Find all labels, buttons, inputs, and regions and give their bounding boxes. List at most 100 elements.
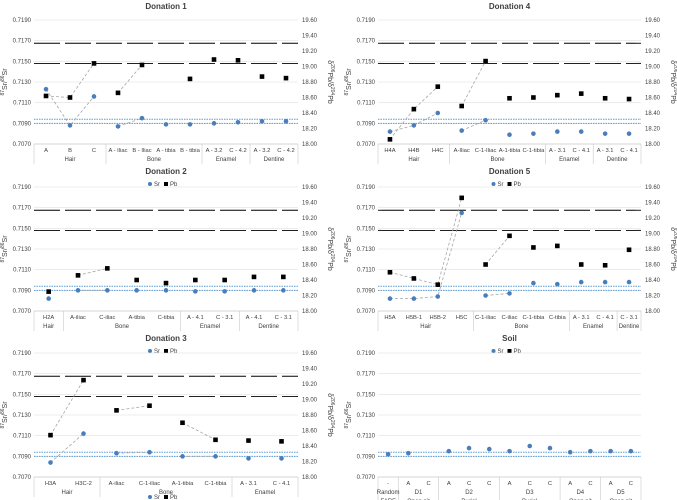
y2-tick-label: 18.20 [645, 294, 661, 300]
x-category-label: C-1-iliac [139, 481, 160, 487]
legend-pb-label: Pb [514, 349, 522, 355]
legend-sr-label: Sr [498, 349, 504, 355]
sr-point [246, 456, 251, 461]
sr-point [283, 118, 289, 124]
sr-point [81, 431, 86, 436]
x-category-label: A - 4.1 [246, 315, 263, 321]
chart-panel-6: Soil 0.7190 0.7170 0.7150 0.7130 0.7110 0.7090… [344, 334, 642, 500]
sr-point [602, 279, 608, 285]
chart-title: Donation 1 [145, 2, 187, 11]
group-label: D2 [465, 490, 473, 496]
chart-title: Donation 2 [145, 167, 187, 176]
pb-point [67, 95, 73, 100]
x-category-label: A - 3.1 [597, 148, 614, 154]
pb-point [435, 84, 441, 89]
sr-point [48, 460, 53, 465]
y-tick-label: 0.7090 [357, 288, 376, 294]
group-label: Bone [159, 490, 174, 496]
y2-tick-label: 18.40 [302, 111, 318, 117]
chart-title: Donation 3 [145, 334, 187, 343]
y-tick-label: 0.7110 [13, 434, 32, 440]
y2-tick-label: 18.80 [645, 247, 661, 253]
group-label: Hair [420, 324, 431, 330]
y-tick-label: 0.7090 [13, 454, 32, 460]
sr-point [385, 451, 391, 457]
y2-tick-label: 18.20 [302, 294, 318, 300]
group-label: D3 [526, 490, 534, 496]
pb-point [187, 76, 193, 82]
x-category-label: H5C [456, 315, 468, 321]
x-category-label: C - 4.2 [229, 148, 246, 154]
legend-pb-marker [507, 182, 512, 186]
sr-point [75, 288, 81, 293]
sr-point [211, 121, 217, 126]
pb-point [411, 106, 417, 112]
sr-point [459, 210, 464, 216]
x-category-label: A - 3.1 [240, 481, 257, 487]
legend-pb-label: Pb [170, 495, 178, 500]
pb-point [193, 277, 198, 283]
pb-point [147, 403, 152, 408]
x-category-label: C [588, 481, 592, 487]
group-label: Hair [408, 157, 419, 163]
y2-axis-title: δ206Pb/δ204Pb [326, 393, 335, 437]
y-tick-label: 0.7110 [13, 101, 32, 107]
y2-tick-label: 18.00 [302, 309, 318, 315]
y2-tick-label: 19.60 [645, 18, 661, 24]
pb-point [81, 377, 86, 383]
sr-point [507, 291, 512, 296]
x-category-label: A - tibia [156, 148, 176, 154]
pb-point [555, 243, 560, 249]
legend-sr-label: Sr [498, 182, 504, 188]
group-label: Hair [43, 324, 54, 330]
y2-tick-label: 19.40 [302, 201, 318, 207]
pb-point [134, 277, 139, 283]
y2-tick-label: 19.60 [302, 351, 318, 357]
y-tick-label: 0.7070 [357, 475, 376, 481]
sr-point [435, 294, 441, 299]
legend-sr-marker [148, 182, 152, 186]
sr-point [555, 129, 560, 134]
y-tick-label: 0.7110 [357, 434, 376, 440]
sr-connector [461, 119, 486, 131]
legend-sr-marker [148, 349, 152, 353]
x-category-label: A-iliac [109, 481, 125, 487]
y2-tick-label: 19.60 [645, 185, 661, 191]
legend-sr-label: Sr [154, 495, 160, 500]
pb-point [75, 273, 81, 278]
legend-sr-marker [491, 182, 496, 186]
legend-pb-label: Pb [170, 349, 178, 355]
y-tick-label: 0.7110 [13, 268, 32, 274]
x-category-label: C - 3.1 [620, 315, 637, 321]
pb-point [411, 276, 417, 281]
y2-tick-label: 18.00 [302, 142, 318, 148]
x-category-label: C [528, 481, 532, 487]
pb-point [435, 282, 441, 287]
y-tick-label: 0.7110 [357, 268, 376, 274]
x-category-label: C - 4.1 [596, 315, 613, 321]
sr-point [626, 131, 632, 136]
y2-tick-label: 18.60 [302, 263, 318, 269]
pb-connector [389, 197, 463, 286]
group-label: Bone [147, 157, 162, 163]
y2-tick-label: 19.00 [645, 232, 661, 238]
y-tick-label: 0.7190 [13, 351, 32, 357]
sr-point [486, 446, 492, 452]
x-category-label: C-1-iliac [475, 315, 496, 321]
group-label: Bone [514, 324, 529, 330]
sr-point [626, 279, 632, 285]
legend-pb-marker [164, 349, 168, 353]
x-category-label: H4A [384, 148, 395, 154]
y-tick-label: 0.7150 [357, 59, 376, 65]
group-label: Dentine [258, 324, 279, 330]
sr-point [279, 456, 284, 461]
sr-point [588, 448, 593, 454]
x-category-label: C [92, 148, 96, 154]
x-category-label: C-1-Iliac [475, 148, 497, 154]
chart-panel-2: Donation 4 0.7190 0.7170 0.7150 0.7130 0.7110… [344, 2, 677, 188]
y-tick-label: 0.7130 [13, 247, 32, 253]
y-axis-title: 87Sr/86Sr [0, 68, 9, 96]
legend-pb-marker [507, 349, 512, 353]
pb-point [115, 90, 121, 96]
